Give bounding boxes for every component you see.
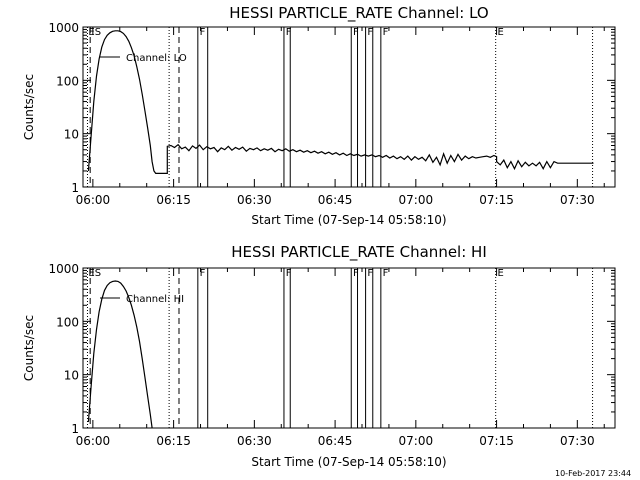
series-line [87,30,594,174]
series-line [87,280,153,429]
plot-frame [82,26,616,188]
chart-panel-hi: HESSI PARTICLE_RATE Channel: HI Start Ti… [22,243,616,469]
flag-label: F [353,268,359,279]
y-tick-label: 1000 [48,21,79,35]
y-tick-label: 100 [56,315,79,329]
x-tick-label: 06:45 [318,434,353,448]
flag-label: F [200,268,206,279]
x-tick-label: 07:00 [399,193,434,207]
x-tick-label: 06:30 [237,434,272,448]
y-tick-label: 100 [56,74,79,88]
x-tick-label: 07:30 [560,434,595,448]
x-tick-label: 06:00 [76,434,111,448]
flag-label: F [286,27,292,38]
flag-label: F [383,27,389,38]
x-tick-label: 07:15 [479,434,514,448]
flag-label: F [383,268,389,279]
flag-label: E [497,268,503,279]
y-tick-label: 1000 [48,262,79,276]
flag-label: F [286,268,292,279]
x-tick-label: 06:30 [237,193,272,207]
x-axis-label-hi: Start Time (07-Sep-14 05:58:10) [251,455,446,469]
y-axis-label-lo: Counts/sec [22,74,36,140]
flag-label: F [367,27,373,38]
x-tick-label: 06:00 [76,193,111,207]
y-tick-label: 1 [71,422,79,436]
x-tick-label: 06:45 [318,193,353,207]
x-axis-label-lo: Start Time (07-Sep-14 05:58:10) [251,213,446,227]
chart-panel-lo: HESSI PARTICLE_RATE Channel: LO Start Ti… [22,4,616,227]
flag-label: ES [88,268,101,279]
chart-title-lo: HESSI PARTICLE_RATE Channel: LO [229,4,488,23]
x-tick-label: 07:30 [560,193,595,207]
flag-label: F [367,268,373,279]
y-tick-label: 10 [64,128,79,142]
legend-label-lo: Channel: LO [126,53,187,64]
flag-label: F [353,27,359,38]
x-tick-label: 07:15 [479,193,514,207]
y-tick-label: 10 [64,369,79,383]
plot-frame [82,267,616,429]
flag-label: E [497,27,503,38]
flag-label: F [200,27,206,38]
flag-label: ES [88,27,101,38]
y-tick-label: 1 [71,181,79,195]
chart-title-hi: HESSI PARTICLE_RATE Channel: HI [231,243,487,262]
x-tick-label: 06:15 [156,434,191,448]
legend-label-hi: Channel: HI [126,294,184,305]
plot-timestamp: 10-Feb-2017 23:44 [555,469,631,478]
x-tick-label: 07:00 [399,434,434,448]
y-axis-label-hi: Counts/sec [22,315,36,381]
x-tick-label: 06:15 [156,193,191,207]
